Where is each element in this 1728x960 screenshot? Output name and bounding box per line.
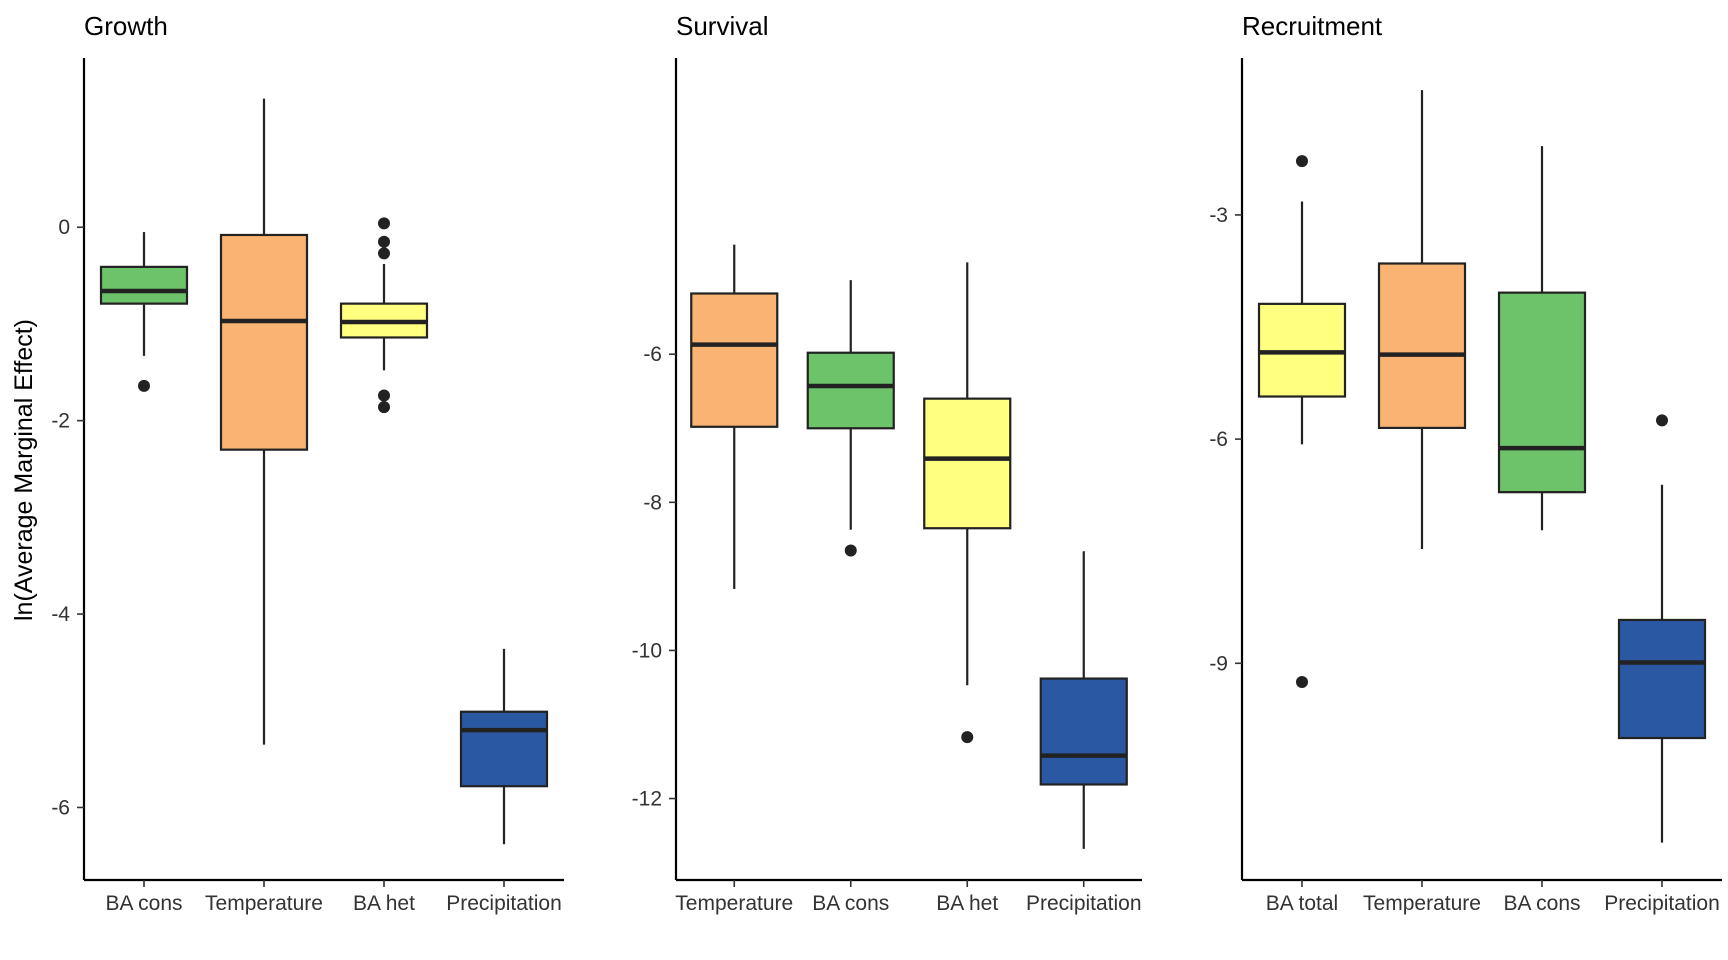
x-tick-label: Precipitation [1604,892,1720,915]
box-ba-cons [1497,146,1587,531]
box-temperature [219,98,309,745]
box-iqr [1039,677,1128,786]
x-tick-label: BA total [1266,892,1338,915]
box-iqr [1377,262,1467,429]
x-tick-label: Precipitation [446,892,562,915]
panel-recruitment: Recruitment -3 -6 -9 BA total Temperature BA c… [1209,11,1722,915]
y-tick-label: -6 [643,343,662,366]
outlier-point [378,389,390,402]
panel-title: Growth [84,11,168,41]
y-tick-label: -8 [643,491,662,514]
box-iqr [690,292,779,428]
x-tick-label: Precipitation [1026,892,1142,915]
panel-survival: Survival -6 -8 -10 -12 Temperature BA cons BA h… [632,11,1142,915]
panel-title: Recruitment [1242,11,1383,41]
y-tick-label: -10 [632,639,662,662]
box-ba-cons [806,280,895,557]
outlier-point [1296,155,1308,168]
y-tick-label: 0 [58,216,70,239]
box-ba-cons [99,232,189,392]
box-ba-het [923,262,1012,744]
outlier-point [378,235,390,248]
x-tick-label: BA cons [1503,892,1580,915]
box-temperature [1377,90,1467,549]
outlier-point [1656,414,1668,427]
outlier-point [138,379,150,392]
panels: Growth 0 -2 -4 -6 BA cons Temperature BA het Pre… [51,11,1722,915]
box-precipitation [1039,551,1128,849]
x-tick-label: Temperature [205,892,323,915]
box-iqr [1497,291,1587,494]
x-tick-label: Temperature [1363,892,1481,915]
x-tick-label: BA het [353,892,415,915]
y-axis-label: ln(Average Marginal Effect) [10,319,38,621]
box-precipitation [459,648,549,845]
box-iqr [99,265,189,305]
box-iqr [923,397,1012,530]
box-iqr [459,710,549,788]
box-precipitation [1617,414,1707,843]
y-tick-label: -12 [632,788,662,811]
panel-growth: Growth 0 -2 -4 -6 BA cons Temperature BA het Pre… [51,11,564,915]
y-tick-label: -3 [1209,204,1228,227]
box-temperature [690,244,779,589]
y-tick-label: -2 [51,410,70,433]
box-iqr [806,351,895,430]
outlier-point [378,401,390,414]
y-tick-label: -9 [1209,652,1228,675]
box-ba-total [1257,155,1347,688]
x-tick-label: Temperature [675,892,793,915]
outlier-point [378,217,390,230]
x-tick-label: BA het [936,892,998,915]
x-tick-label: BA cons [812,892,889,915]
y-tick-label: -6 [51,796,70,819]
outlier-point [844,544,857,557]
y-tick-label: -6 [1209,428,1228,451]
box-iqr [219,233,309,451]
panel-title: Survival [676,11,768,41]
outlier-point [1296,675,1308,688]
x-tick-label: BA cons [105,892,182,915]
outlier-point [961,731,974,744]
box-ba-het [339,217,429,414]
box-iqr [1617,618,1707,740]
outlier-point [378,247,390,260]
y-tick-label: -4 [51,603,70,626]
